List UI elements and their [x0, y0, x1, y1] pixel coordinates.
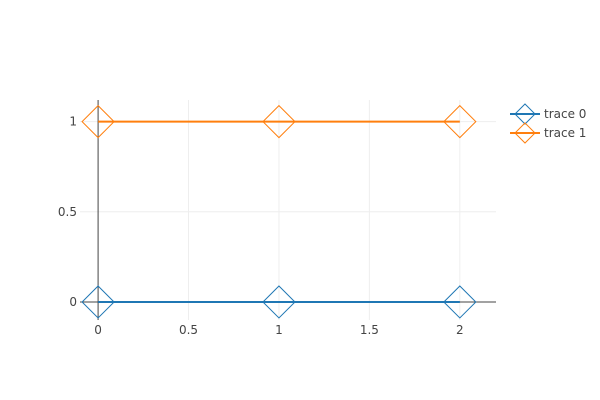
y-tick-label: 0: [69, 295, 77, 309]
y-tick-label: 1: [69, 115, 77, 129]
data-point-marker: [81, 285, 115, 319]
x-tick-label: 1: [275, 323, 283, 337]
data-point-marker: [81, 104, 115, 139]
legend-marker-1: [514, 122, 536, 144]
x-tick-label: 2: [456, 323, 464, 337]
x-tick-label: 0: [94, 323, 102, 337]
data-point-marker: [262, 104, 296, 139]
legend-label-0[interactable]: trace 0: [544, 107, 586, 121]
x-tick-label: 1.5: [360, 323, 379, 337]
y-tick-label: 0.5: [58, 205, 77, 219]
legend-marker-0: [514, 103, 536, 125]
data-point-marker: [262, 285, 296, 319]
data-point-marker: [443, 104, 477, 139]
data-point-marker: [443, 285, 477, 319]
x-tick-label: 0.5: [179, 323, 198, 337]
legend-label-1[interactable]: trace 1: [544, 126, 586, 140]
